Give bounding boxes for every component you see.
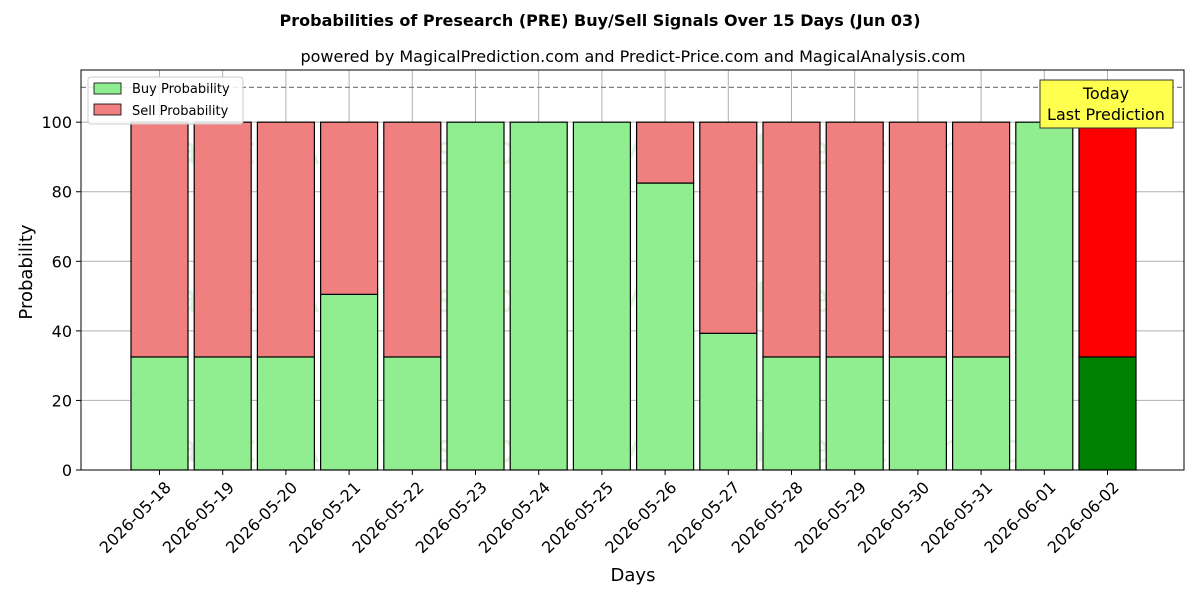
- plot-frame: [80, 69, 1185, 471]
- bar-sell-2026-06-02: [1078, 121, 1137, 358]
- y-tick-label: 40: [52, 322, 72, 341]
- bar-sell-2026-05-27: [699, 121, 758, 334]
- bar-sell-2026-05-21: [320, 121, 379, 295]
- bar-buy-2026-05-29: [825, 356, 884, 471]
- x-tick-labels: 2026-05-182026-05-192026-05-202026-05-21…: [96, 470, 1123, 557]
- legend-buy-swatch: [93, 82, 122, 95]
- bar-buy-2026-06-01: [1015, 121, 1074, 471]
- bar-sell-2026-05-28: [762, 121, 821, 358]
- bar-buy-2026-06-02: [1078, 356, 1137, 471]
- y-tick-label: 100: [41, 113, 72, 132]
- legend-sell-label: Sell Probability: [132, 104, 229, 119]
- bar-sell-2026-05-20: [256, 121, 315, 358]
- y-tick-label: 0: [62, 461, 72, 480]
- y-tick-label: 80: [52, 183, 72, 202]
- bar-buy-2026-05-26: [635, 182, 695, 471]
- y-tick-label: 60: [52, 252, 72, 271]
- bar-sell-2026-05-29: [825, 121, 884, 358]
- bar-sell-2026-05-30: [888, 121, 948, 358]
- bar-buy-2026-05-25: [572, 121, 632, 471]
- x-axis-label: Days: [611, 565, 656, 586]
- bar-buy-2026-05-18: [130, 356, 189, 471]
- bar-buy-2026-05-20: [256, 356, 315, 471]
- chart-title: Probabilities of Presearch (PRE) Buy/Sel…: [280, 11, 921, 30]
- legend: Buy Probability Sell Probability: [87, 76, 244, 125]
- bars-group: [130, 121, 1137, 471]
- bar-sell-2026-05-18: [130, 121, 189, 358]
- bar-buy-2026-05-19: [193, 356, 252, 471]
- legend-frame: [87, 76, 244, 125]
- annotation-box: [1039, 79, 1174, 129]
- bar-buy-2026-05-30: [888, 356, 948, 471]
- y-tick-labels: 0 20 40 60 80 100: [41, 113, 81, 480]
- today-annotation: Today Last Prediction: [1039, 79, 1174, 129]
- bar-sell-2026-05-31: [951, 121, 1011, 358]
- bar-sell-2026-05-22: [383, 121, 442, 358]
- axes-group: [80, 69, 1185, 471]
- bar-buy-2026-05-21: [320, 293, 379, 471]
- chart-subtitle: powered by MagicalPrediction.com and Pre…: [300, 47, 965, 66]
- annotation-line2: Last Prediction: [1047, 105, 1165, 124]
- y-tick-label: 20: [52, 391, 72, 410]
- bar-buy-2026-05-22: [383, 356, 442, 471]
- bar-sell-2026-05-26: [635, 121, 695, 184]
- bar-buy-2026-05-27: [699, 332, 758, 471]
- y-axis-label: Probability: [16, 224, 37, 319]
- bar-buy-2026-05-28: [762, 356, 821, 471]
- bar-sell-2026-05-19: [193, 121, 252, 358]
- legend-buy-label: Buy Probability: [132, 82, 230, 97]
- annotation-line1: Today: [1082, 84, 1129, 103]
- bar-buy-2026-05-24: [509, 121, 568, 471]
- bar-buy-2026-05-23: [446, 121, 505, 471]
- legend-sell-swatch: [93, 103, 122, 116]
- bar-buy-2026-05-31: [951, 356, 1011, 471]
